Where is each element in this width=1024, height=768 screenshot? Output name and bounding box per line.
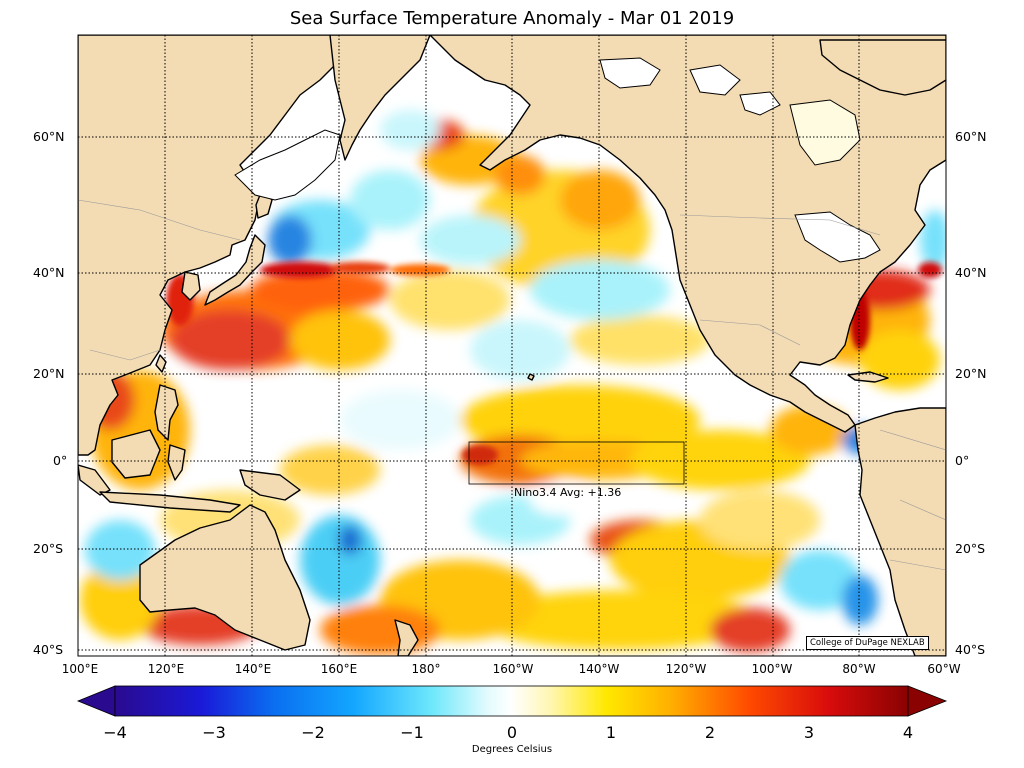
colorbar-label: Degrees Celsius [471, 744, 553, 755]
lat-label-40n-right: 40°N [955, 265, 987, 280]
nino34-label: Nino3.4 Avg: +1.36 [514, 486, 622, 499]
lon-label-160e: 160°E [320, 662, 358, 676]
nino34-box [468, 441, 685, 485]
lat-label-eq-right: 0° [955, 453, 970, 468]
lat-label-eq-left: 0° [53, 453, 68, 468]
colorbar [76, 685, 948, 717]
colorbar-tick: −3 [202, 723, 226, 742]
colorbar-tick: 3 [803, 723, 815, 742]
anomaly-field [78, 35, 946, 656]
lon-label-80w: 80°W [842, 662, 876, 676]
lon-label-180: 180° [411, 662, 441, 676]
lon-label-140w: 140°W [578, 662, 620, 676]
lon-label-60w: 60°W [927, 662, 961, 676]
colorbar-max-arrow [907, 685, 948, 717]
colorbar-min-arrow [76, 685, 116, 717]
colorbar-tick: −1 [400, 723, 424, 742]
lat-label-20s-left: 20°S [33, 541, 64, 556]
lat-label-20s-right: 20°S [955, 541, 986, 556]
credit-label: College of DuPage NEXLAB [806, 636, 929, 650]
lon-label-100e: 100°E [61, 662, 99, 676]
ice [234, 57, 881, 263]
lat-label-20n-left: 20°N [33, 366, 65, 381]
colorbar-tick: 1 [605, 723, 617, 742]
lon-label-120e: 120°E [147, 662, 185, 676]
map-title: Sea Surface Temperature Anomaly - Mar 01… [289, 8, 735, 29]
lon-label-120w: 120°W [665, 662, 707, 676]
lat-label-20n-right: 20°N [955, 366, 987, 381]
lat-label-60n-left: 60°N [33, 129, 65, 144]
lat-label-40s-right: 40°S [955, 642, 986, 657]
colorbar-tick: −4 [103, 723, 127, 742]
lat-label-40s-left: 40°S [33, 642, 64, 657]
colorbar-tick: 0 [506, 723, 518, 742]
lon-label-160w: 160°W [492, 662, 534, 676]
borders [78, 199, 946, 571]
colorbar-tick: 2 [704, 723, 716, 742]
graticule [78, 35, 946, 656]
lon-label-140e: 140°E [234, 662, 272, 676]
colorbar-gradient [114, 685, 909, 717]
lat-label-60n-right: 60°N [955, 129, 987, 144]
lat-label-40n-left: 40°N [33, 265, 65, 280]
lon-label-100w: 100°W [751, 662, 793, 676]
colorbar-tick: 4 [902, 723, 914, 742]
colorbar-tick: −2 [301, 723, 325, 742]
